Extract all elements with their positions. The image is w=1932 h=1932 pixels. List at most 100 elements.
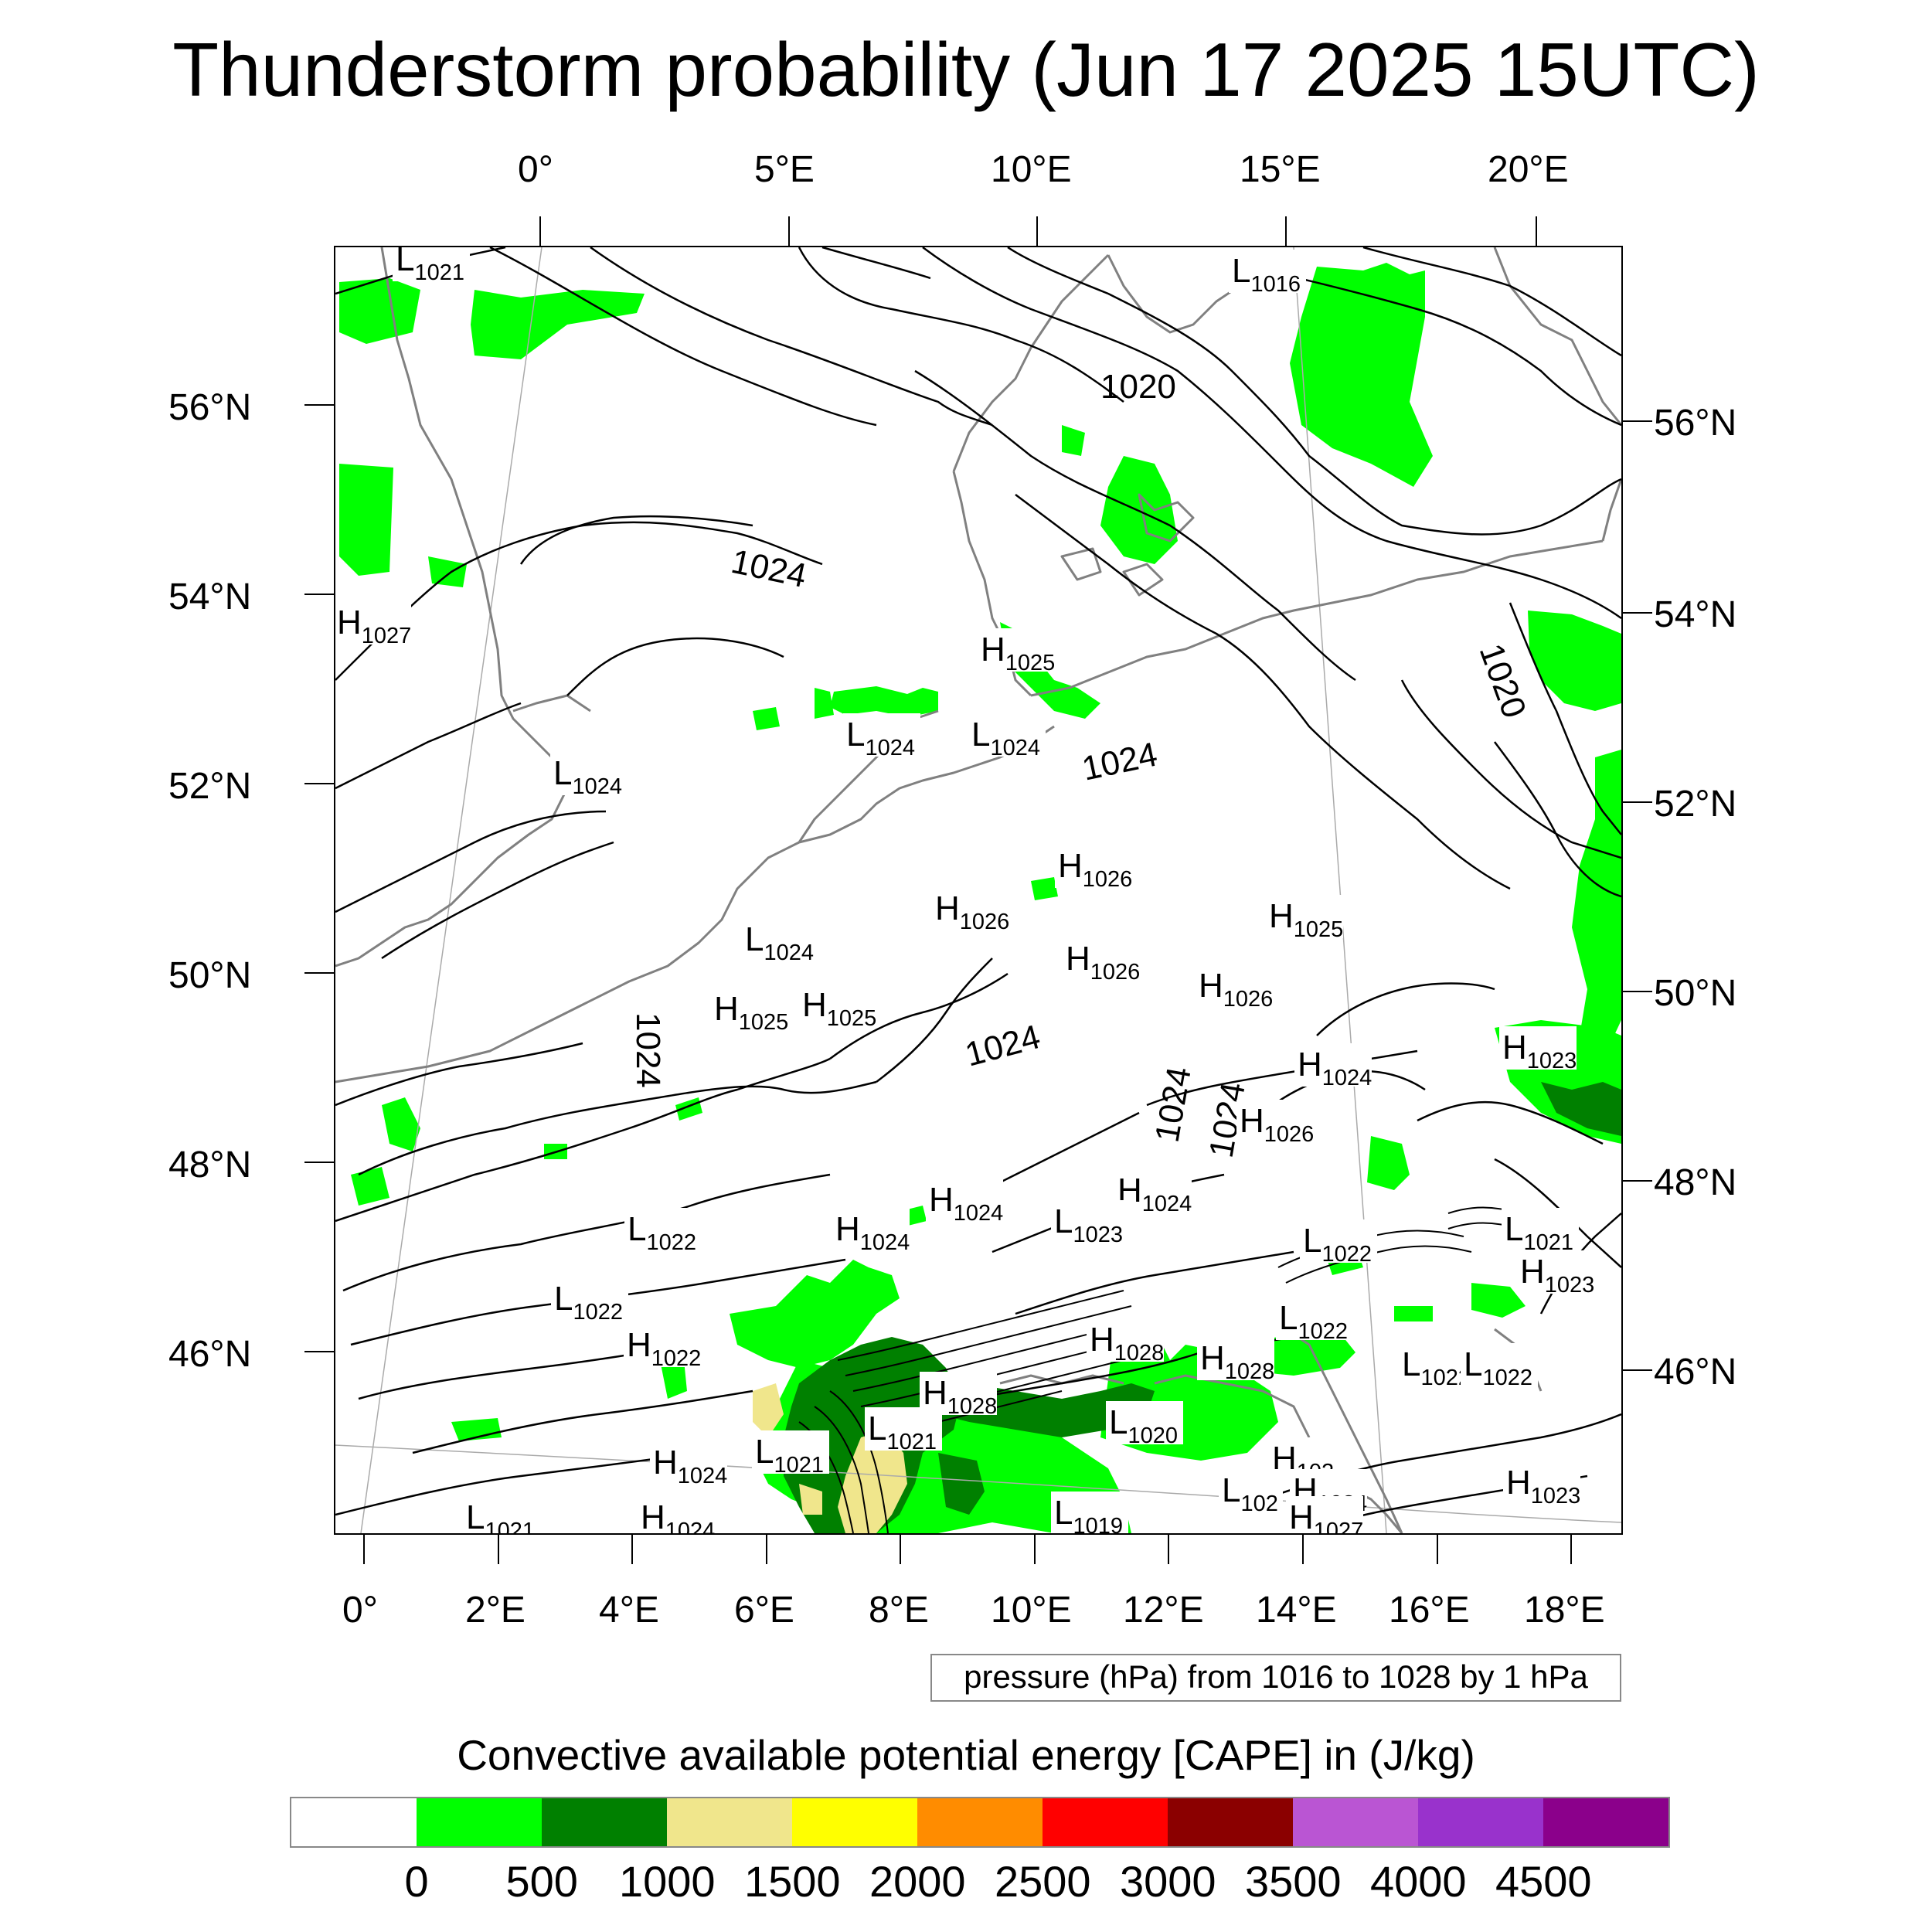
colorbar-box bbox=[1043, 1798, 1168, 1846]
pressure-center-value: 1022 bbox=[573, 1300, 623, 1325]
colorbar-label: 3000 bbox=[1120, 1857, 1216, 1906]
pressure-center-label-bg bbox=[1051, 1200, 1128, 1243]
pressure-center-label: L1019 bbox=[1051, 1492, 1128, 1533]
pressure-center-letter: H1024 bbox=[653, 1444, 727, 1488]
pressure-center-label: H1025 bbox=[799, 984, 876, 1031]
pressure-center-value: 1023 bbox=[1073, 1223, 1123, 1247]
pressure-center-label-bg bbox=[926, 1179, 1003, 1222]
pressure-center-label: H1024 bbox=[926, 1179, 1003, 1226]
right-lat-label: 50°N bbox=[1654, 973, 1737, 1014]
pressure-center-value: 1021 bbox=[774, 1453, 824, 1478]
top-lon-label: 15°E bbox=[1240, 149, 1321, 190]
pressure-center-label: H1028 bbox=[1197, 1337, 1274, 1384]
isobars bbox=[335, 247, 1621, 1532]
pressure-center-label: L1016 bbox=[1229, 250, 1306, 297]
pressure-center-label: H1023 bbox=[1499, 1026, 1577, 1073]
top-lon-label: 0° bbox=[518, 149, 553, 190]
pressure-center-label-bg bbox=[624, 1208, 702, 1251]
bottom-lon-label: 8°E bbox=[869, 1590, 929, 1631]
pressure-center-value: 1022 bbox=[1482, 1366, 1532, 1390]
pressure-center-label-bg bbox=[932, 887, 1009, 930]
pressure-center-label: H1022 bbox=[624, 1324, 701, 1371]
pressure-center-label-bg bbox=[968, 713, 1046, 757]
bottom-lon-label: 12°E bbox=[1123, 1590, 1204, 1631]
pressure-center-label: L1022 bbox=[624, 1208, 702, 1255]
left-lat-label: 52°N bbox=[168, 766, 252, 807]
pressure-center-label: L1024 bbox=[742, 918, 819, 965]
pressure-center-label-bg bbox=[978, 628, 1055, 672]
pressure-center-value: 1025 bbox=[739, 1010, 789, 1035]
pressure-center-label: H1025 bbox=[711, 988, 788, 1035]
pressure-center-label-bg bbox=[335, 601, 411, 645]
pressure-center-label-bg bbox=[1229, 250, 1306, 293]
pressure-center-value: 1021 bbox=[886, 1430, 937, 1454]
pressure-center-label-bg bbox=[650, 1441, 727, 1485]
colorbar-label: 4500 bbox=[1495, 1857, 1592, 1906]
right-lat-label: 46°N bbox=[1654, 1352, 1737, 1393]
pressure-center-label-bg bbox=[1055, 845, 1132, 888]
pressure-center-label: H1024 bbox=[832, 1208, 910, 1255]
pressure-center-label-bg bbox=[624, 1324, 701, 1367]
colorbar-box bbox=[1543, 1798, 1668, 1846]
pressure-center-label: H1026 bbox=[1055, 845, 1132, 892]
pressure-center-label: H1024 bbox=[1294, 1043, 1372, 1090]
contour-label: 1024 bbox=[961, 1018, 1044, 1074]
pressure-center-value: 102 bbox=[1240, 1492, 1277, 1516]
pressure-center-value: 1026 bbox=[1090, 960, 1141, 985]
pressure-center-value: 1024 bbox=[764, 940, 814, 965]
pressure-center-value: 1024 bbox=[678, 1464, 728, 1488]
colorbar-label: 2000 bbox=[869, 1857, 966, 1906]
pressure-center-label: L1021 bbox=[752, 1430, 829, 1478]
bottom-lon-label: 14°E bbox=[1256, 1590, 1337, 1631]
colorbar-title: Convective available potential energy [C… bbox=[457, 1731, 1475, 1779]
left-lat-label: 46°N bbox=[168, 1334, 252, 1375]
right-lat-label: 54°N bbox=[1654, 594, 1737, 635]
pressure-center-label-bg bbox=[1219, 1469, 1283, 1512]
colorbar-box bbox=[1168, 1798, 1293, 1846]
pressure-center-value: 1025 bbox=[827, 1006, 877, 1031]
pressure-center-label-bg bbox=[463, 1496, 540, 1533]
colorbar-box bbox=[417, 1798, 542, 1846]
colorbar-box bbox=[667, 1798, 792, 1846]
pressure-center-value: 1021 bbox=[414, 260, 464, 285]
colorbar-label: 1500 bbox=[744, 1857, 841, 1906]
bottom-lon-label: 6°E bbox=[734, 1590, 794, 1631]
pressure-center-label-bg bbox=[1286, 1496, 1363, 1533]
colorbar-box bbox=[1418, 1798, 1543, 1846]
pressure-center-value: 1026 bbox=[1223, 987, 1274, 1012]
pressure-center-label-bg bbox=[1196, 964, 1273, 1008]
colorbar-box bbox=[1293, 1798, 1418, 1846]
contour-label: 1024 bbox=[1148, 1064, 1199, 1145]
pressure-center-value: 1023 bbox=[1531, 1484, 1581, 1509]
pressure-center-label-bg bbox=[1106, 1401, 1183, 1444]
bottom-lon-label: 4°E bbox=[599, 1590, 659, 1631]
pressure-center-label: H1024 bbox=[650, 1441, 727, 1488]
pressure-center-label-bg bbox=[1063, 937, 1140, 981]
pressure-center-label-bg bbox=[1266, 895, 1343, 938]
pressure-center-label-bg bbox=[1051, 1492, 1128, 1533]
pressure-center-label: H1028 bbox=[1087, 1318, 1164, 1366]
chart-title: Thunderstorm probability (Jun 17 2025 15… bbox=[172, 27, 1760, 112]
pressure-center-label: H1026 bbox=[1196, 964, 1273, 1012]
pressure-center-value: 1024 bbox=[865, 736, 915, 760]
contour-label: 1024 bbox=[1079, 735, 1161, 787]
colorbar-label: 1000 bbox=[619, 1857, 716, 1906]
pressure-center-value: 1024 bbox=[954, 1201, 1004, 1226]
pressure-center-label: L1021 bbox=[393, 247, 470, 285]
colorbar-box bbox=[917, 1798, 1043, 1846]
pressure-center-label-bg bbox=[638, 1496, 715, 1533]
pressure-center-value: 1027 bbox=[362, 624, 412, 648]
pressure-center-value: 1023 bbox=[1527, 1049, 1577, 1073]
contour-label: 1020 bbox=[1472, 639, 1534, 723]
pressure-center-label-bg bbox=[1503, 1461, 1580, 1505]
pressure-center-value: 1028 bbox=[947, 1394, 998, 1419]
colorbar-label: 0 bbox=[404, 1857, 429, 1906]
pressure-center-value: 1019 bbox=[1073, 1514, 1123, 1533]
pressure-center-label: H1026 bbox=[1236, 1100, 1314, 1147]
pressure-center-label-bg bbox=[752, 1430, 829, 1474]
bottom-lon-label: 16°E bbox=[1389, 1590, 1470, 1631]
pressure-center-value: 1025 bbox=[1294, 917, 1344, 942]
colorbar bbox=[290, 1797, 1670, 1848]
pressure-center-label-bg bbox=[799, 984, 876, 1027]
pressure-center-label-bg bbox=[393, 247, 470, 281]
